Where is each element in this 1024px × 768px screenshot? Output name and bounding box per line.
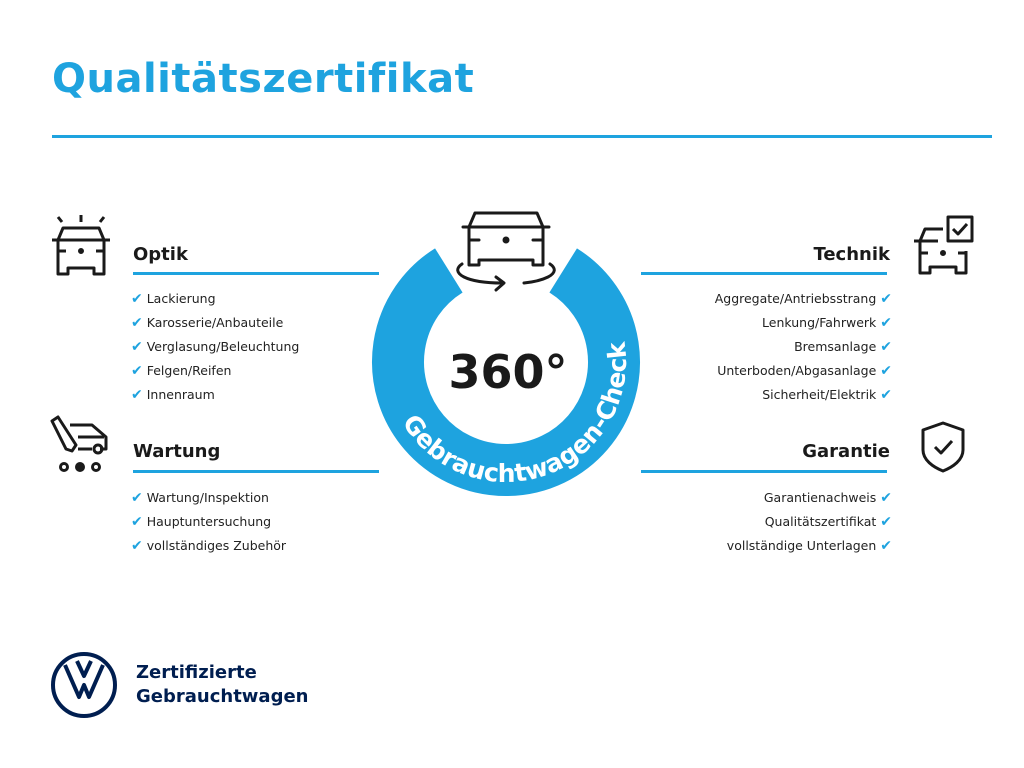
car-rotate-icon [456, 211, 556, 292]
item-label: Verglasung/Beleuchtung [146, 339, 300, 354]
car-lights-icon [52, 215, 110, 276]
section-divider-technik [641, 272, 887, 275]
item-label: Innenraum [146, 387, 215, 402]
item-label: Bremsanlage [794, 339, 877, 354]
section-title-wartung: Wartung [133, 441, 221, 462]
check-icon: ✔ [880, 363, 892, 379]
list-item: ✔ Verglasung/Beleuchtung [131, 335, 299, 359]
item-label: Lenkung/Fahrwerk [762, 315, 877, 330]
optik-list: ✔ Lackierung ✔ Karosserie/Anbauteile ✔ V… [131, 287, 299, 407]
item-label: Unterboden/Abgasanlage [717, 363, 877, 378]
list-item: ✔ Innenraum [131, 383, 299, 407]
check-icon: ✔ [880, 315, 892, 331]
brand-text: Zertifizierte Gebrauchtwagen [136, 661, 308, 709]
check-icon: ✔ [880, 514, 892, 530]
list-item: Sicherheit/Elektrik ✔ [715, 383, 892, 407]
check-icon: ✔ [131, 538, 143, 554]
check-icon: ✔ [131, 339, 143, 355]
check-icon: ✔ [880, 387, 892, 403]
item-label: Lackierung [146, 291, 216, 306]
vw-logo [51, 652, 117, 718]
shield-check-icon [921, 421, 965, 473]
list-item: ✔ Felgen/Reifen [131, 359, 299, 383]
list-item: Bremsanlage ✔ [715, 335, 892, 359]
item-label: Garantienachweis [763, 490, 877, 505]
item-label: vollständiges Zubehör [146, 538, 287, 553]
list-item: ✔ Hauptuntersuchung [131, 510, 286, 534]
item-label: Aggregate/Antriebsstrang [714, 291, 877, 306]
check-icon: ✔ [880, 339, 892, 355]
check-icon: ✔ [131, 490, 143, 506]
item-label: Karosserie/Anbauteile [146, 315, 284, 330]
check-icon: ✔ [131, 387, 143, 403]
list-item: Qualitätszertifikat ✔ [727, 510, 892, 534]
garantie-list: Garantienachweis ✔ Qualitätszertifikat ✔… [727, 486, 892, 558]
ring-arc [372, 248, 640, 496]
list-item: Aggregate/Antriebsstrang ✔ [715, 287, 892, 311]
title-divider [52, 135, 992, 138]
item-label: Sicherheit/Elektrik [762, 387, 877, 402]
brand-line-2: Gebrauchtwagen [136, 686, 309, 707]
list-item: ✔ Wartung/Inspektion [131, 486, 286, 510]
check-icon: ✔ [131, 363, 143, 379]
list-item: Garantienachweis ✔ [727, 486, 892, 510]
section-title-technik: Technik [813, 244, 890, 265]
item-label: Qualitätszertifikat [764, 514, 877, 529]
section-title-optik: Optik [133, 244, 188, 265]
degrees-label: 360° [448, 345, 567, 399]
item-label: Wartung/Inspektion [146, 490, 269, 505]
list-item: vollständige Unterlagen ✔ [727, 534, 892, 558]
list-item: ✔ Lackierung [131, 287, 299, 311]
list-item: Lenkung/Fahrwerk ✔ [715, 311, 892, 335]
list-item: ✔ vollständiges Zubehör [131, 534, 286, 558]
car-service-icon [50, 415, 108, 472]
list-item: ✔ Karosserie/Anbauteile [131, 311, 299, 335]
check-icon: ✔ [131, 291, 143, 307]
page-title: Qualitätszertifikat [52, 56, 475, 102]
section-divider-garantie [641, 470, 887, 473]
section-divider-optik [133, 272, 379, 275]
section-title-garantie: Garantie [802, 441, 890, 462]
check-icon: ✔ [880, 490, 892, 506]
car-checkbox-icon [914, 215, 974, 275]
check-icon: ✔ [880, 291, 892, 307]
check-icon: ✔ [131, 315, 143, 331]
item-label: Hauptuntersuchung [146, 514, 272, 529]
item-label: Felgen/Reifen [146, 363, 232, 378]
list-item: Unterboden/Abgasanlage ✔ [715, 359, 892, 383]
section-divider-wartung [133, 470, 379, 473]
brand-line-1: Zertifizierte [136, 662, 257, 683]
wartung-list: ✔ Wartung/Inspektion ✔ Hauptuntersuchung… [131, 486, 286, 558]
check-icon: ✔ [131, 514, 143, 530]
technik-list: Aggregate/Antriebsstrang ✔ Lenkung/Fahrw… [715, 287, 892, 407]
item-label: vollständige Unterlagen [726, 538, 877, 553]
check-icon: ✔ [880, 538, 892, 554]
